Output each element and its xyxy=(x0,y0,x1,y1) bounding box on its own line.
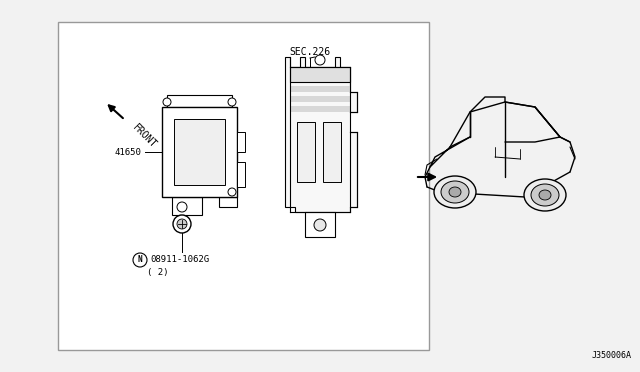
Text: 41650: 41650 xyxy=(114,148,141,157)
Circle shape xyxy=(315,55,325,65)
Bar xyxy=(162,107,237,197)
Bar xyxy=(323,122,341,182)
Circle shape xyxy=(314,219,326,231)
Bar xyxy=(290,96,350,102)
Ellipse shape xyxy=(449,187,461,197)
Circle shape xyxy=(228,98,236,106)
Bar xyxy=(237,132,245,152)
Ellipse shape xyxy=(539,190,551,200)
Polygon shape xyxy=(290,67,350,82)
Bar xyxy=(290,106,350,112)
Bar xyxy=(290,86,350,92)
Circle shape xyxy=(177,202,187,212)
Circle shape xyxy=(228,188,236,196)
Text: 08911-1062G: 08911-1062G xyxy=(150,256,209,264)
Ellipse shape xyxy=(531,184,559,206)
Text: FRONT: FRONT xyxy=(130,122,158,150)
Bar xyxy=(219,197,237,207)
Ellipse shape xyxy=(524,179,566,211)
Circle shape xyxy=(133,253,147,267)
Text: SEC.226: SEC.226 xyxy=(289,47,331,57)
Circle shape xyxy=(177,219,187,229)
Circle shape xyxy=(173,215,191,233)
Text: ( 2): ( 2) xyxy=(147,267,168,276)
Bar xyxy=(58,22,429,350)
Text: J350006A: J350006A xyxy=(592,351,632,360)
Bar xyxy=(297,122,315,182)
Bar xyxy=(172,197,202,215)
Ellipse shape xyxy=(434,176,476,208)
Bar xyxy=(174,119,225,185)
Text: N: N xyxy=(138,256,142,264)
Ellipse shape xyxy=(441,181,469,203)
Polygon shape xyxy=(285,57,357,212)
Bar xyxy=(305,212,335,237)
Bar xyxy=(237,162,245,187)
Circle shape xyxy=(163,98,171,106)
Bar xyxy=(167,95,232,107)
